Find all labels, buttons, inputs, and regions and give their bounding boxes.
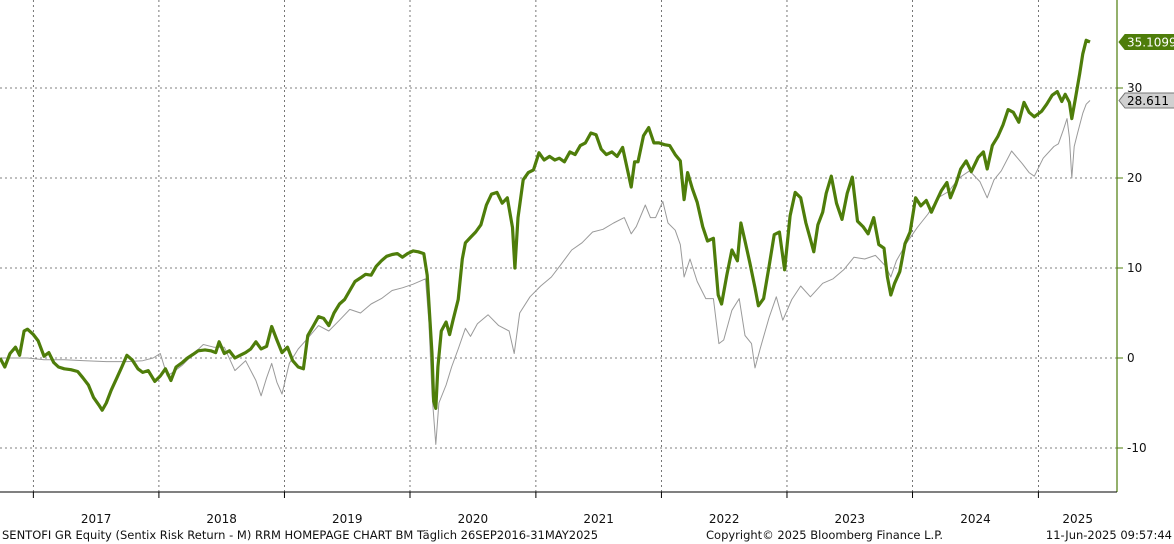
y-tick-label: 10 — [1127, 261, 1142, 275]
last-value-labels: 35.1099 28.611 — [1118, 34, 1174, 109]
last-value-tag-1 — [1118, 92, 1174, 109]
series-layer — [0, 38, 1091, 445]
x-tick-label: 2025 — [1062, 512, 1093, 526]
x-axis: 2017 2018 2019 2020 2021 2022 2023 2024 2025 — [0, 491, 1117, 526]
y-tick-label: 0 — [1127, 351, 1135, 365]
y-tick-label: -10 — [1127, 441, 1147, 455]
last-value-label-1: 28.611 — [1127, 94, 1169, 108]
x-tick-label: 2024 — [960, 512, 991, 526]
x-tick-label: 2017 — [81, 512, 112, 526]
y-tick-label: 30 — [1127, 81, 1142, 95]
last-value-tag-0 — [1118, 34, 1174, 51]
y-axis: -10 0 10 20 30 — [1116, 0, 1147, 492]
series-line-1 — [0, 100, 1091, 445]
y-tick-label: 20 — [1127, 171, 1142, 185]
x-tick-label: 2022 — [709, 512, 740, 526]
timestamp-text: 11-Jun-2025 09:57:44 — [1045, 528, 1172, 542]
last-value-label-0: 35.1099 — [1127, 36, 1174, 50]
grid-lines — [0, 0, 1117, 492]
series-line-0 — [0, 38, 1091, 412]
copyright-text: Copyright© 2025 Bloomberg Finance L.P. — [706, 528, 943, 542]
x-tick-label: 2023 — [834, 512, 865, 526]
x-tick-label: 2019 — [332, 512, 363, 526]
x-tick-label: 2021 — [583, 512, 614, 526]
x-tick-label: 2018 — [206, 512, 237, 526]
x-tick-label: 2020 — [458, 512, 489, 526]
chart-description: SENTOFI GR Equity (Sentix Risk Return - … — [2, 528, 599, 542]
